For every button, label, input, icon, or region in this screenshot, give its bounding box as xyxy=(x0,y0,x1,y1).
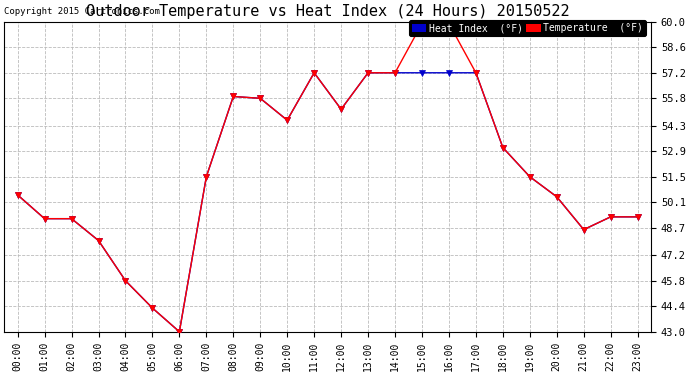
Title: Outdoor Temperature vs Heat Index (24 Hours) 20150522: Outdoor Temperature vs Heat Index (24 Ho… xyxy=(86,4,569,19)
Legend: Heat Index  (°F), Temperature  (°F): Heat Index (°F), Temperature (°F) xyxy=(408,20,647,36)
Text: Copyright 2015 Cartronics.com: Copyright 2015 Cartronics.com xyxy=(4,6,160,15)
